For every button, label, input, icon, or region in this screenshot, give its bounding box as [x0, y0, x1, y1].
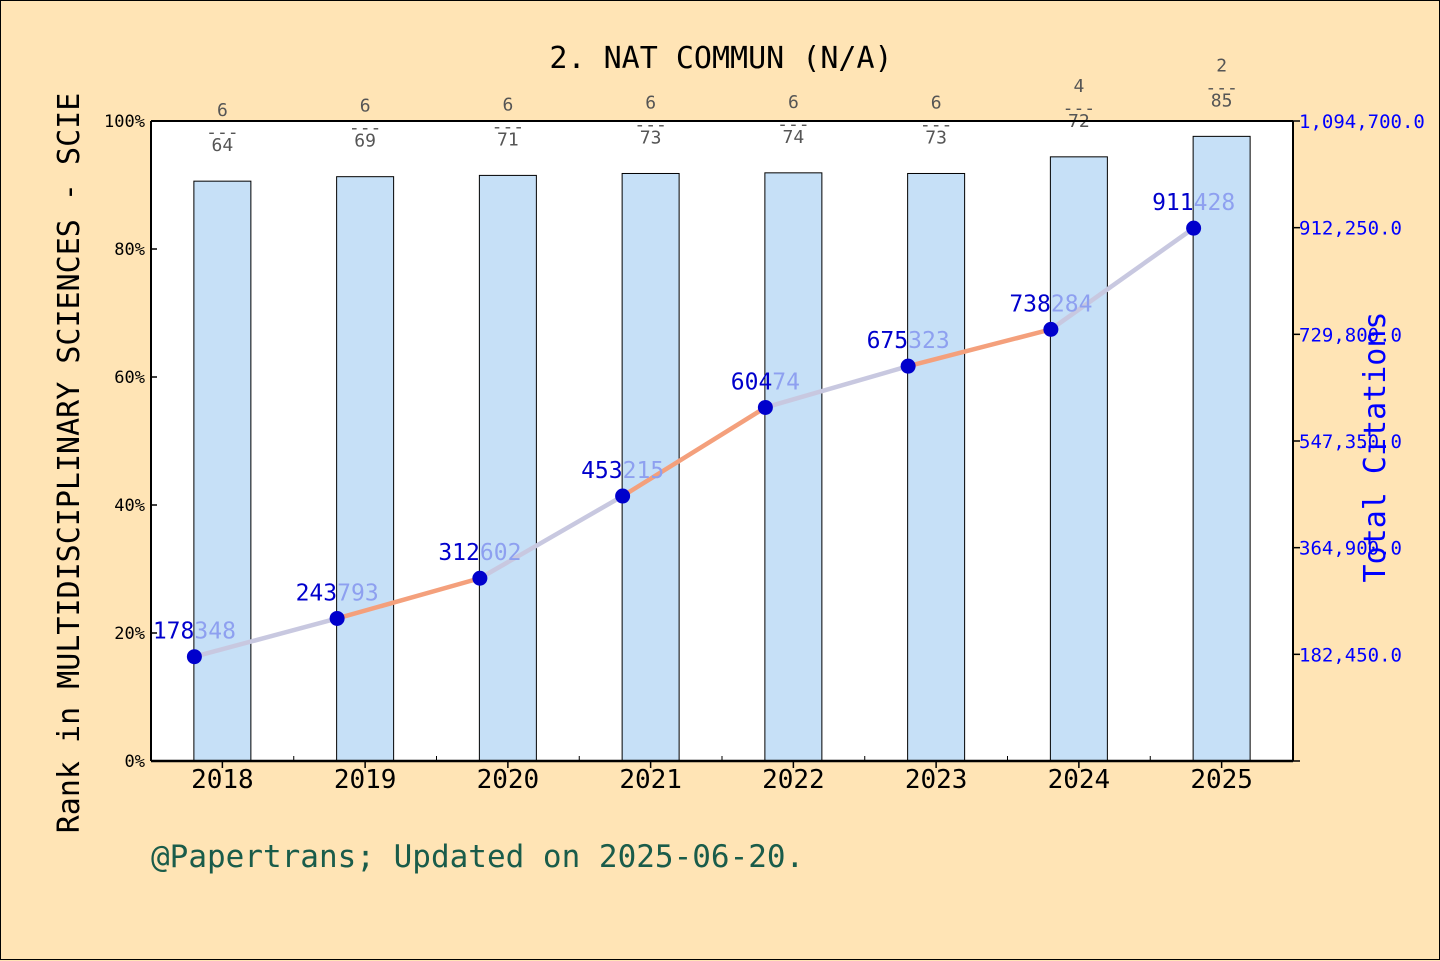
citation-label-2020: 312602	[438, 540, 521, 566]
y-axis-label: Rank in MULTIDISCIPLINARY SCIENCES - SCI…	[52, 93, 87, 834]
rank-dash: ---	[777, 114, 810, 135]
citation-label-2018: 178348	[153, 619, 236, 645]
x-tick-label: 2019	[334, 765, 397, 795]
y2-tick-label: 547,350.0	[1299, 431, 1402, 453]
citation-line-segment	[763, 363, 911, 410]
bar-2025	[1192, 135, 1251, 762]
x-tick-label: 2021	[619, 765, 682, 795]
citation-line-segment	[334, 575, 483, 621]
citation-line-segment	[192, 616, 340, 659]
rank-denominator: 71	[497, 129, 519, 150]
citation-label-2024: 738284	[1009, 291, 1092, 317]
rank-numerator: 6	[931, 92, 942, 113]
rank-denominator: 85	[1211, 90, 1233, 111]
bar-2024	[1049, 156, 1108, 762]
rank-numerator: 6	[788, 92, 799, 113]
rank-numerator: 4	[1073, 76, 1084, 97]
rank-numerator: 6	[645, 92, 656, 113]
chart-title: 2. NAT COMMUN (N/A)	[549, 41, 892, 76]
citation-line-segment	[905, 327, 1054, 369]
y2-tick-label: 364,900.0	[1299, 538, 1402, 560]
y-tick-label: 20%	[114, 624, 145, 644]
citation-label-2025: 911428	[1152, 190, 1235, 216]
citation-point-2025	[1186, 220, 1202, 236]
rank-numerator: 6	[217, 100, 228, 121]
y-tick-label: 40%	[114, 496, 145, 516]
rank-denominator: 69	[354, 131, 376, 152]
citation-point-2022	[757, 399, 773, 415]
bar-2022	[764, 172, 823, 762]
rank-dash: ---	[349, 118, 382, 139]
x-tick-label: 2018	[191, 765, 254, 795]
y2-tick-label: 182,450.0	[1299, 644, 1402, 666]
bar-2018	[193, 180, 252, 762]
x-tick-label: 2024	[1048, 765, 1111, 795]
y2-axis-label: Total Citations	[1358, 312, 1393, 583]
rank-dash: ---	[1205, 77, 1238, 98]
x-tick-label: 2020	[477, 765, 540, 795]
y-tick-label: 60%	[114, 368, 145, 388]
plot-background	[151, 121, 1293, 761]
rank-dash: ---	[206, 122, 239, 143]
y2-tick-label: 729,800.0	[1299, 324, 1402, 346]
rank-dash: ---	[1063, 98, 1096, 119]
x-tick-label: 2022	[762, 765, 825, 795]
rank-numerator: 2	[1216, 55, 1227, 76]
rank-numerator: 6	[502, 94, 513, 115]
citation-point-2020	[472, 570, 488, 586]
citation-point-2023	[900, 358, 916, 374]
rank-dash: ---	[634, 114, 667, 135]
citation-point-2018	[186, 649, 202, 665]
plot-area: 6---646---696---716---736---746---734---…	[104, 55, 1425, 795]
citation-point-2024	[1043, 321, 1059, 337]
rank-numerator: 6	[360, 96, 371, 117]
rank-denominator: 74	[783, 127, 805, 148]
bar-2020	[478, 174, 537, 762]
citation-label-2022: 60474	[731, 369, 800, 395]
bar-2023	[907, 172, 966, 762]
rank-denominator: 73	[640, 127, 662, 148]
x-tick-label: 2023	[905, 765, 968, 795]
citation-point-2021	[615, 488, 631, 504]
y2-tick-label: 1,094,700.0	[1299, 111, 1425, 133]
rank-denominator: 64	[212, 135, 234, 156]
citation-line-segment	[1048, 225, 1196, 332]
bar-2019	[336, 176, 395, 762]
citation-label-2021: 453215	[581, 458, 664, 484]
citation-point-2019	[329, 610, 345, 626]
y-tick-label: 0%	[125, 752, 145, 772]
citation-line-segment	[620, 405, 768, 499]
citation-label-2019: 243793	[296, 580, 379, 606]
footer-credit: @Papertrans; Updated on 2025-06-20.	[151, 839, 804, 875]
rank-dash: ---	[920, 114, 953, 135]
y-tick-label: 100%	[104, 112, 145, 132]
citation-label-2023: 675323	[867, 328, 950, 354]
citation-line-segment	[477, 493, 625, 581]
x-tick-label: 2025	[1190, 765, 1253, 795]
rank-denominator: 73	[925, 127, 947, 148]
y2-tick-label: 912,250.0	[1299, 218, 1402, 240]
y-tick-label: 80%	[114, 240, 145, 260]
